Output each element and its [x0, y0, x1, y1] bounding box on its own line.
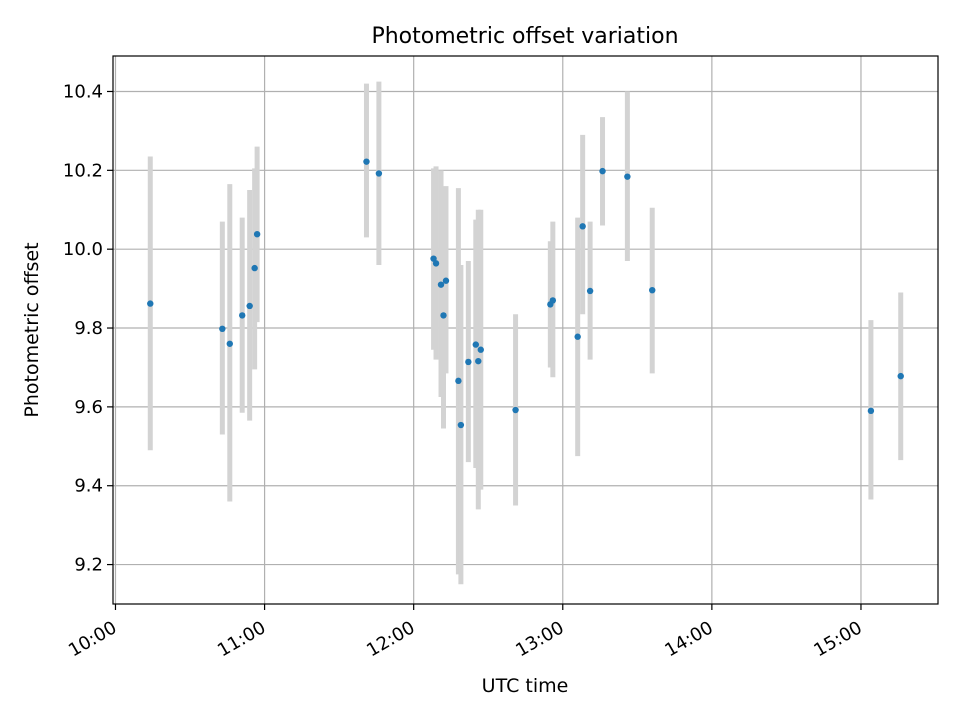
y-tick-label: 9.4	[74, 476, 103, 497]
y-tick-label: 9.6	[74, 397, 103, 418]
data-point	[574, 333, 581, 340]
data-point	[363, 158, 370, 165]
data-point	[897, 372, 904, 380]
data-point	[430, 255, 437, 262]
y-axis-label: Photometric offset	[21, 242, 43, 417]
data-point	[649, 286, 656, 294]
data-point	[226, 340, 233, 347]
chart-title: Photometric offset variation	[371, 24, 678, 49]
data-point	[475, 357, 482, 365]
data-point	[251, 264, 258, 272]
y-tick-label: 10.4	[63, 81, 103, 102]
data-point	[246, 302, 253, 310]
y-tick-label: 10.0	[63, 239, 103, 260]
y-axis-ticks: 9.2 9.4 9.6 9.8 10.0 10.2 10.4	[63, 81, 113, 576]
data-point	[549, 297, 557, 304]
data-point	[437, 281, 445, 288]
data-point	[477, 346, 484, 353]
data-point	[512, 406, 519, 414]
data-point	[599, 167, 606, 175]
data-point	[465, 358, 472, 366]
data-point	[219, 325, 226, 333]
data-point	[455, 377, 462, 385]
data-point	[624, 173, 631, 180]
data-point	[457, 421, 465, 429]
data-point	[375, 170, 383, 177]
y-tick-label: 9.8	[74, 318, 103, 339]
data-point	[440, 312, 447, 319]
data-point	[147, 300, 154, 307]
y-tick-label: 9.2	[74, 555, 103, 576]
data-point	[586, 287, 594, 295]
data-point	[579, 223, 586, 230]
data-point	[442, 277, 450, 284]
data-point	[432, 260, 440, 267]
x-axis-label: UTC time	[482, 675, 569, 697]
data-point	[253, 230, 261, 238]
data-point	[867, 407, 875, 415]
y-tick-label: 10.2	[63, 160, 103, 181]
data-point	[472, 341, 480, 348]
data-point	[239, 312, 246, 319]
data-points	[147, 158, 904, 429]
plot-frame	[112, 55, 939, 605]
